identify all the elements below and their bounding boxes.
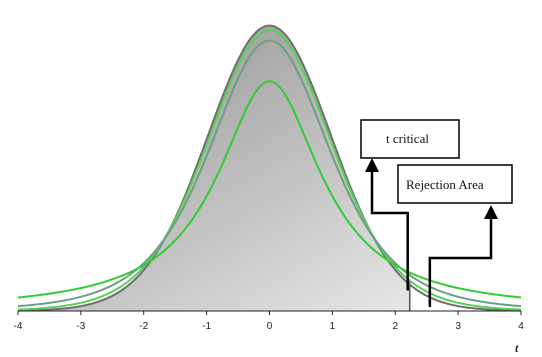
x-tick-label: -1 — [202, 321, 211, 332]
x-tick-label: 2 — [392, 321, 398, 332]
x-tick-label: -2 — [139, 321, 148, 332]
density-curve-2 — [17, 39, 522, 308]
x-tick-label: 3 — [455, 321, 461, 332]
curve-layer — [17, 24, 522, 312]
rejection-area-box — [397, 164, 513, 204]
x-axis-title: t — [515, 341, 519, 355]
density-curve-1 — [17, 29, 522, 311]
rejection-area-arrowhead — [484, 205, 498, 219]
rejection-region — [409, 8, 522, 311]
t-critical-arrow-line — [370, 172, 409, 291]
rejection-area-label: Rejection Area — [406, 177, 484, 192]
x-tick-label: 0 — [267, 321, 273, 332]
t-critical-label: t critical — [386, 131, 429, 146]
density-curve-3 — [17, 80, 522, 299]
x-tick-label: 4 — [518, 321, 524, 332]
t-critical-arrowhead — [365, 158, 379, 172]
x-tick-layer: -4 -3 -2 -1 0 1 2 3 4 — [14, 311, 524, 332]
density-curve-0 — [18, 24, 521, 312]
critical-region-layer — [408, 8, 522, 311]
x-tick-label: 1 — [330, 321, 336, 332]
density-fill-area — [18, 25, 521, 311]
x-tick-label: -4 — [14, 321, 23, 332]
density-fill-layer — [18, 25, 521, 311]
x-tick-label: -3 — [76, 321, 85, 332]
t-critical-box — [360, 119, 460, 159]
annotation-layer: t critical Rejection Area — [360, 119, 513, 307]
rejection-area-arrow-line — [428, 218, 493, 307]
